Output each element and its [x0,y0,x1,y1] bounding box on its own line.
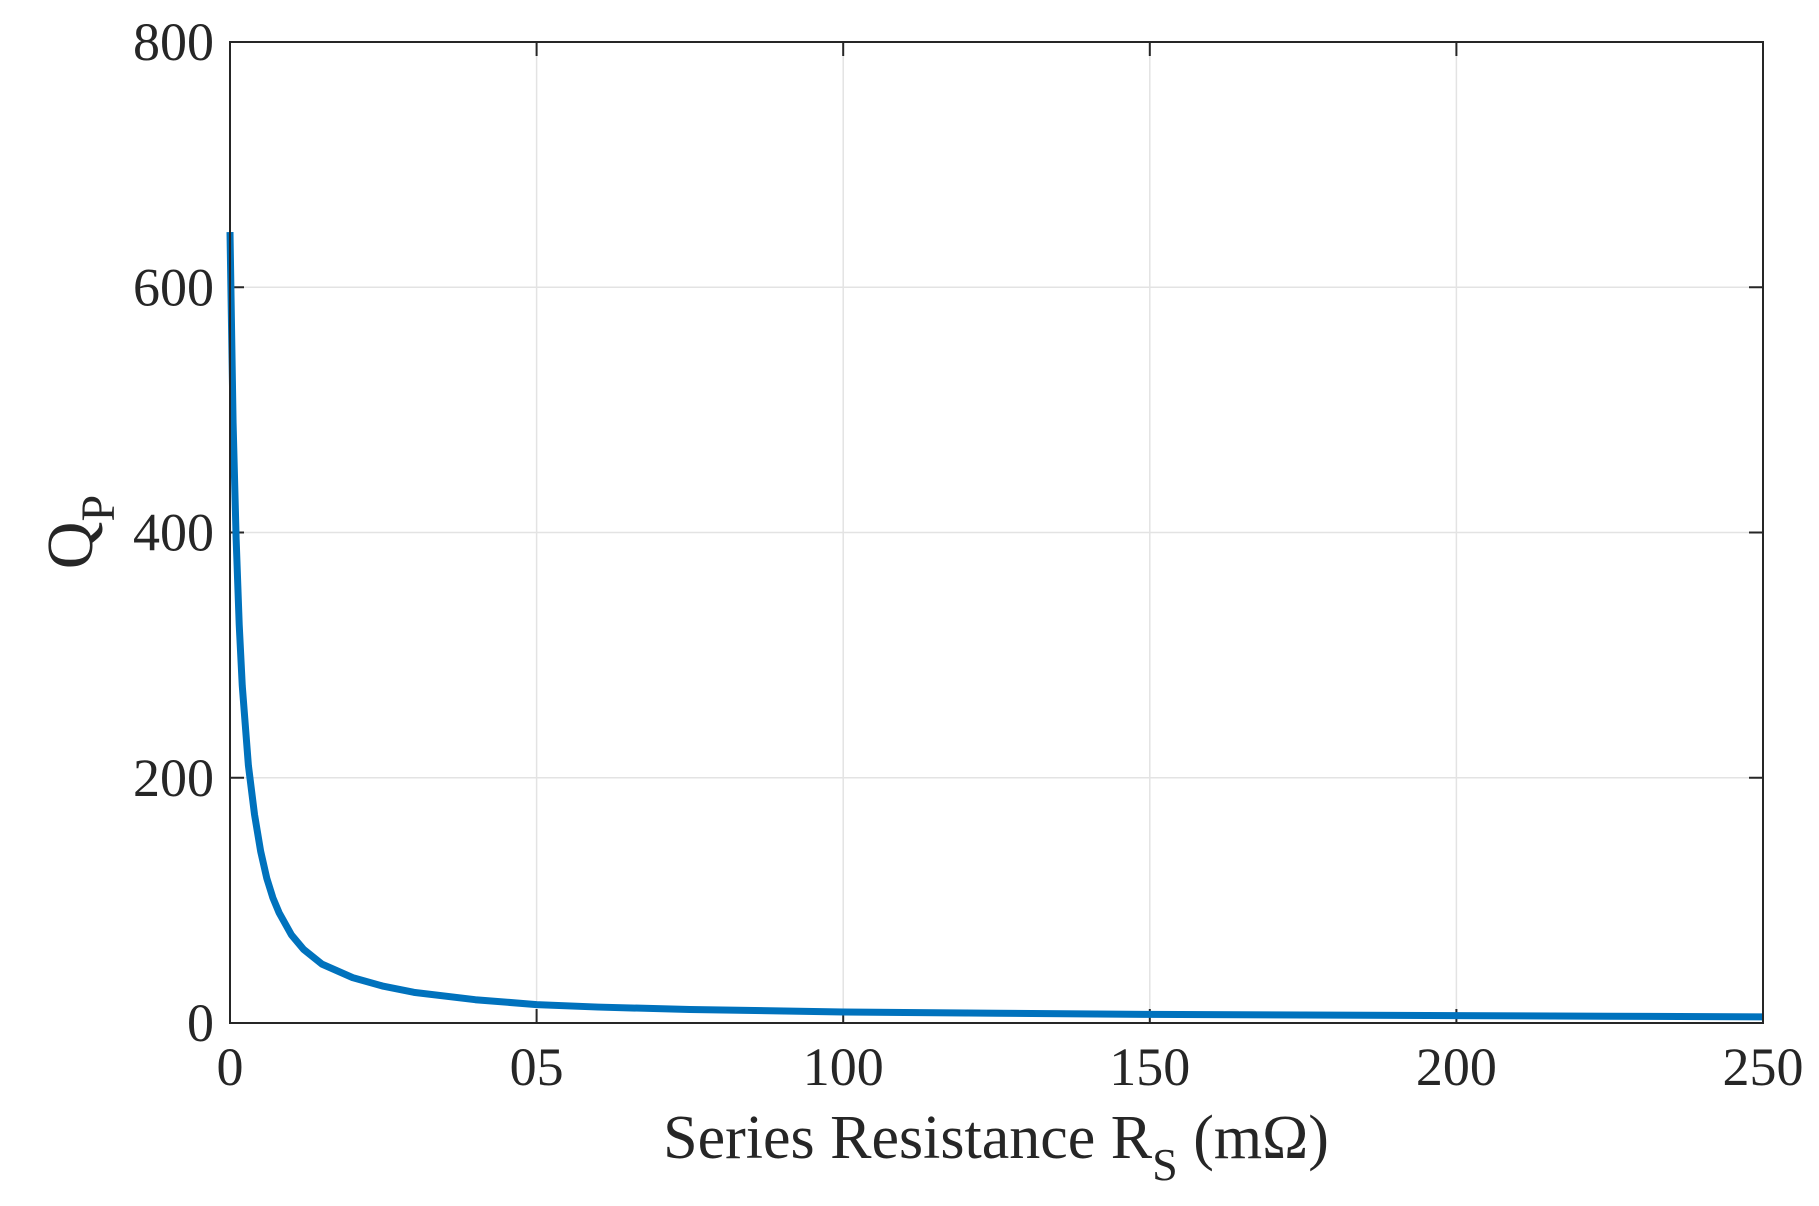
x-tick-label: 200 [1416,1037,1497,1097]
x-axis-label-unit: (mΩ) [1178,1104,1329,1172]
y-tick-label: 200 [133,748,214,808]
series-layer [226,232,1764,1021]
x-tick-label: 05 [510,1037,564,1097]
y-tick-label: 0 [187,993,214,1053]
x-axis-label-main: Series Resistance R [663,1104,1153,1172]
x-tick-label: 0 [217,1037,244,1097]
plot-area-box [229,41,1764,1024]
x-axis-label: Series Resistance RS (mΩ) [663,1104,1329,1190]
y-tick-label: 800 [133,12,214,72]
x-axis-label-sub: S [1152,1139,1178,1190]
x-tick-label: 100 [803,1037,884,1097]
x-tick-labels: 0 05 100 150 200 250 [217,1037,1804,1097]
y-axis-label-sub: P [72,495,125,522]
series-line [226,232,1764,1021]
x-tick-label: 150 [1109,1037,1190,1097]
grid [230,42,1763,1023]
y-tick-labels: 0 200 400 600 800 [133,12,214,1053]
y-tick-label: 400 [133,503,214,563]
y-tick-label: 600 [133,257,214,317]
y-axis-label: QP [34,495,125,569]
x-tick-label: 250 [1723,1037,1804,1097]
y-axis-label-main: Q [34,522,107,570]
